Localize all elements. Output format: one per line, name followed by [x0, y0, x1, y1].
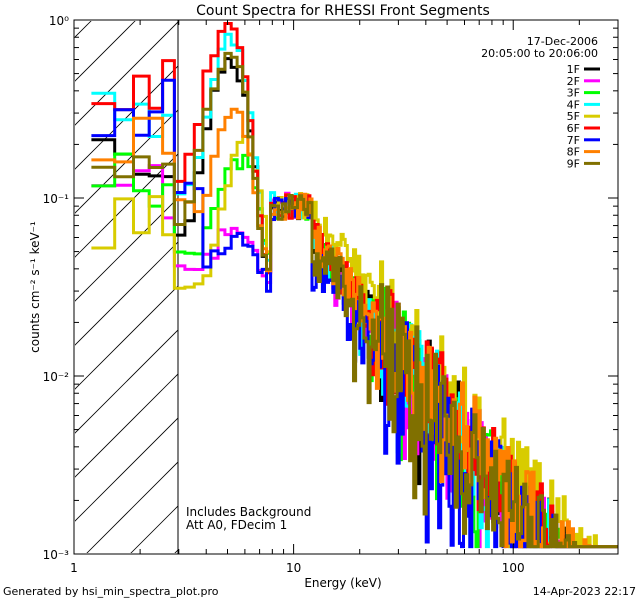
hatch-line: [130, 505, 178, 553]
hatch-line: [75, 21, 136, 82]
series-line-9f: [91, 51, 618, 549]
y-tick-label: 10⁻¹: [43, 192, 70, 206]
hatch-line: [0, 14, 54, 554]
x-tick-label: 100: [502, 561, 525, 575]
hatch-line: [86, 461, 178, 553]
legend-label-6f: 6F: [567, 122, 580, 135]
annotation-attenuator: Att A0, FDecim 1: [186, 518, 287, 532]
y-tick-label: 10⁰: [49, 14, 69, 28]
legend-label-7f: 7F: [567, 134, 580, 147]
hatched-region: [0, 14, 179, 554]
time-range-label: 20:05:00 to 20:06:00: [481, 47, 598, 60]
footer-timestamp: 14-Apr-2023 22:17: [533, 585, 636, 598]
hatch-line: [75, 241, 178, 346]
x-axis-label: Energy (keV): [304, 576, 381, 590]
legend-label-9f: 9F: [567, 157, 580, 170]
hatch-line: [75, 417, 178, 522]
axes: 10⁰ 10⁻¹ 10⁻² 10⁻³1 10 100: [43, 14, 619, 575]
legend-label-1f: 1F: [567, 63, 580, 76]
hatch-line: [75, 373, 178, 478]
legend-label-5f: 5F: [567, 110, 580, 123]
hatch-line: [75, 21, 92, 38]
plot-frame: [73, 19, 619, 555]
date-label: 17-Dec-2006: [527, 35, 598, 48]
y-tick-label: 10⁻³: [43, 548, 70, 562]
series-layer: [91, 22, 618, 549]
legend-label-8f: 8F: [567, 146, 580, 159]
y-axis-label: counts cm⁻² s⁻¹ keV⁻¹: [28, 221, 42, 353]
x-tick-label: 10: [286, 561, 301, 575]
hatch-line: [75, 197, 178, 302]
legend-label-4f: 4F: [567, 98, 580, 111]
x-tick-label: 1: [70, 561, 78, 575]
chart-title: Count Spectra for RHESSI Front Segments: [196, 3, 490, 19]
legend-label-3f: 3F: [567, 87, 580, 100]
annotation-background: Includes Background: [186, 505, 311, 519]
y-tick-label: 10⁻²: [43, 370, 70, 384]
legend-label-2f: 2F: [567, 75, 580, 88]
footer-generated-by: Generated by hsi_min_spectra_plot.pro: [3, 585, 219, 598]
